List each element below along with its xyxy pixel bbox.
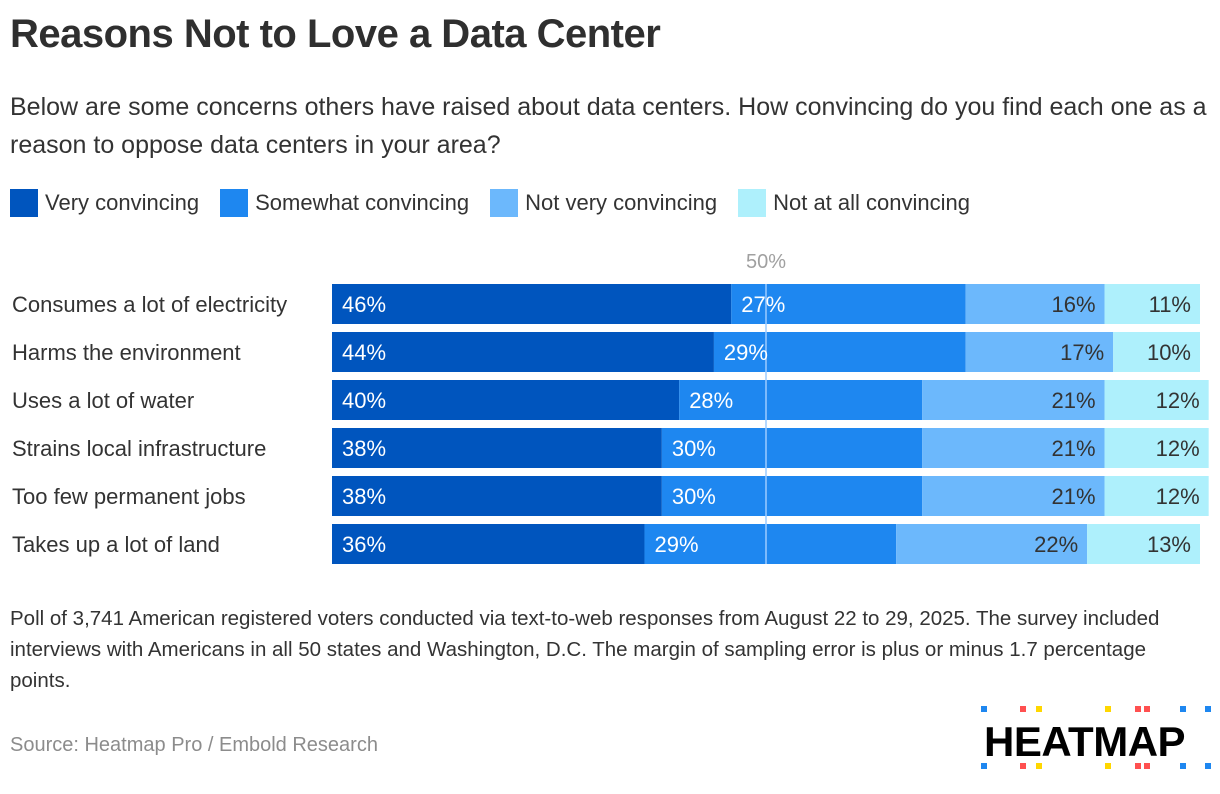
category-label-consumes-a-lot-of-electricity: Consumes a lot of electricity [12, 292, 287, 317]
logo-dot-top-7 [1205, 706, 1211, 712]
bar-not-very-convincing-harms-the-environment [965, 332, 1114, 372]
bar-somewhat-convincing-strains-local-infrastructure [661, 428, 923, 468]
bar-very-convincing-uses-a-lot-of-water [332, 380, 680, 420]
data-label-somewhat-convincing-consumes-a-lot-of-electricity: 27% [741, 292, 785, 317]
data-label-somewhat-convincing-strains-local-infrastructure: 30% [672, 436, 716, 461]
legend: Very convincing Somewhat convincing Not … [10, 188, 991, 218]
bar-not-at-all-convincing-consumes-a-lot-of-electricity [1104, 284, 1200, 324]
category-label-strains-local-infrastructure: Strains local infrastructure [12, 436, 266, 461]
logo-dot-top-4 [1135, 706, 1141, 712]
legend-label: Not very convincing [525, 190, 718, 215]
bar-very-convincing-too-few-permanent-jobs [332, 476, 662, 516]
data-label-very-convincing-uses-a-lot-of-water: 40% [342, 388, 386, 413]
logo-dot-top-3 [1105, 706, 1111, 712]
logo-dot-bottom-1 [1020, 763, 1026, 769]
legend-swatch [490, 189, 519, 217]
bar-not-very-convincing-strains-local-infrastructure [922, 428, 1105, 468]
legend-item-very-convincing: Very convincing [10, 189, 199, 217]
logo-dot-top-5 [1144, 706, 1150, 712]
bar-somewhat-convincing-uses-a-lot-of-water [679, 380, 923, 420]
data-label-not-very-convincing-too-few-permanent-jobs: 21% [1051, 484, 1095, 509]
data-label-somewhat-convincing-uses-a-lot-of-water: 28% [689, 388, 733, 413]
legend-swatch [220, 189, 249, 217]
logo-dot-bottom-3 [1105, 763, 1111, 769]
bar-not-very-convincing-uses-a-lot-of-water [922, 380, 1105, 420]
data-label-not-at-all-convincing-consumes-a-lot-of-electricity: 11% [1149, 292, 1191, 317]
data-label-not-very-convincing-strains-local-infrastructure: 21% [1051, 436, 1095, 461]
bar-not-at-all-convincing-uses-a-lot-of-water [1104, 380, 1209, 420]
data-label-not-at-all-convincing-too-few-permanent-jobs: 12% [1156, 484, 1200, 509]
bars [332, 284, 1209, 564]
bar-not-very-convincing-takes-up-a-lot-of-land [896, 524, 1088, 564]
logo-dot-bottom-6 [1180, 763, 1186, 769]
data-label-not-very-convincing-takes-up-a-lot-of-land: 22% [1034, 532, 1078, 557]
methodology-note: Poll of 3,741 American registered voters… [10, 607, 1160, 692]
bar-not-very-convincing-too-few-permanent-jobs [922, 476, 1105, 516]
data-label-somewhat-convincing-too-few-permanent-jobs: 30% [672, 484, 716, 509]
logo-dot-bottom-4 [1135, 763, 1141, 769]
bar-not-at-all-convincing-takes-up-a-lot-of-land [1087, 524, 1200, 564]
legend-item-somewhat-convincing: Somewhat convincing [220, 189, 469, 217]
data-labels: 46% 27% 16% 11% 44% 29% 17% 10% 40% 28% 21% 12% 38% 3… [342, 292, 1200, 557]
heatmap-logo: HEATMAP [978, 706, 1211, 778]
logo-dot-bottom-0 [981, 763, 987, 769]
data-label-not-at-all-convincing-strains-local-infrastructure: 12% [1156, 436, 1200, 461]
data-label-not-very-convincing-harms-the-environment: 17% [1060, 340, 1104, 365]
chart-title: Reasons Not to Love a Data Center [10, 12, 661, 56]
logo-dot-bottom-7 [1205, 763, 1211, 769]
legend-label: Not at all convincing [773, 190, 970, 215]
bar-not-at-all-convincing-harms-the-environment [1113, 332, 1200, 372]
bar-not-very-convincing-consumes-a-lot-of-electricity [965, 284, 1105, 324]
source-credit: Source: Heatmap Pro / Embold Research [10, 734, 378, 756]
bar-somewhat-convincing-too-few-permanent-jobs [661, 476, 923, 516]
logo-dot-bottom-2 [1036, 763, 1042, 769]
data-label-not-at-all-convincing-uses-a-lot-of-water: 12% [1156, 388, 1200, 413]
data-label-very-convincing-harms-the-environment: 44% [342, 340, 386, 365]
reference-line-group: 50% [746, 251, 786, 564]
logo-wordmark: HEATMAP [984, 718, 1186, 765]
logo-dot-top-0 [981, 706, 987, 712]
bar-somewhat-convincing-harms-the-environment [713, 332, 966, 372]
legend-swatch [738, 189, 767, 217]
bar-very-convincing-strains-local-infrastructure [332, 428, 662, 468]
data-label-not-at-all-convincing-takes-up-a-lot-of-land: 13% [1147, 532, 1191, 557]
category-label-takes-up-a-lot-of-land: Takes up a lot of land [12, 532, 220, 557]
bar-very-convincing-takes-up-a-lot-of-land [332, 524, 645, 564]
logo-dot-bottom-5 [1144, 763, 1150, 769]
data-label-not-at-all-convincing-harms-the-environment: 10% [1147, 340, 1191, 365]
logo-dot-top-6 [1180, 706, 1186, 712]
data-label-not-very-convincing-consumes-a-lot-of-electricity: 16% [1051, 292, 1095, 317]
logo-dot-top-1 [1020, 706, 1026, 712]
category-label-uses-a-lot-of-water: Uses a lot of water [12, 388, 194, 413]
legend-label: Somewhat convincing [255, 190, 470, 215]
data-label-very-convincing-consumes-a-lot-of-electricity: 46% [342, 292, 386, 317]
legend-item-not-very-convincing: Not very convincing [490, 189, 717, 217]
bar-somewhat-convincing-takes-up-a-lot-of-land [644, 524, 897, 564]
logo-dot-top-2 [1036, 706, 1042, 712]
bar-not-at-all-convincing-too-few-permanent-jobs [1104, 476, 1209, 516]
category-labels: Consumes a lot of electricity Harms the e… [12, 292, 287, 557]
reference-line-label: 50% [746, 251, 786, 273]
data-label-not-very-convincing-uses-a-lot-of-water: 21% [1051, 388, 1095, 413]
stacked-bar-chart: Consumes a lot of electricity Harms the e… [12, 251, 1209, 564]
data-label-very-convincing-strains-local-infrastructure: 38% [342, 436, 386, 461]
legend-label: Very convincing [45, 190, 200, 215]
bar-somewhat-convincing-consumes-a-lot-of-electricity [731, 284, 966, 324]
legend-swatch [10, 189, 38, 217]
category-label-harms-the-environment: Harms the environment [12, 340, 241, 365]
category-label-too-few-permanent-jobs: Too few permanent jobs [12, 484, 246, 509]
chart-subtitle: Below are some concerns others have rais… [10, 93, 1207, 159]
bar-not-at-all-convincing-strains-local-infrastructure [1104, 428, 1209, 468]
bar-very-convincing-consumes-a-lot-of-electricity [332, 284, 732, 324]
bar-very-convincing-harms-the-environment [332, 332, 714, 372]
data-label-very-convincing-too-few-permanent-jobs: 38% [342, 484, 386, 509]
data-label-somewhat-convincing-takes-up-a-lot-of-land: 29% [654, 532, 698, 557]
legend-item-not-at-all-convincing: Not at all convincing [738, 189, 970, 217]
data-label-very-convincing-takes-up-a-lot-of-land: 36% [342, 532, 386, 557]
data-label-somewhat-convincing-harms-the-environment: 29% [724, 340, 768, 365]
